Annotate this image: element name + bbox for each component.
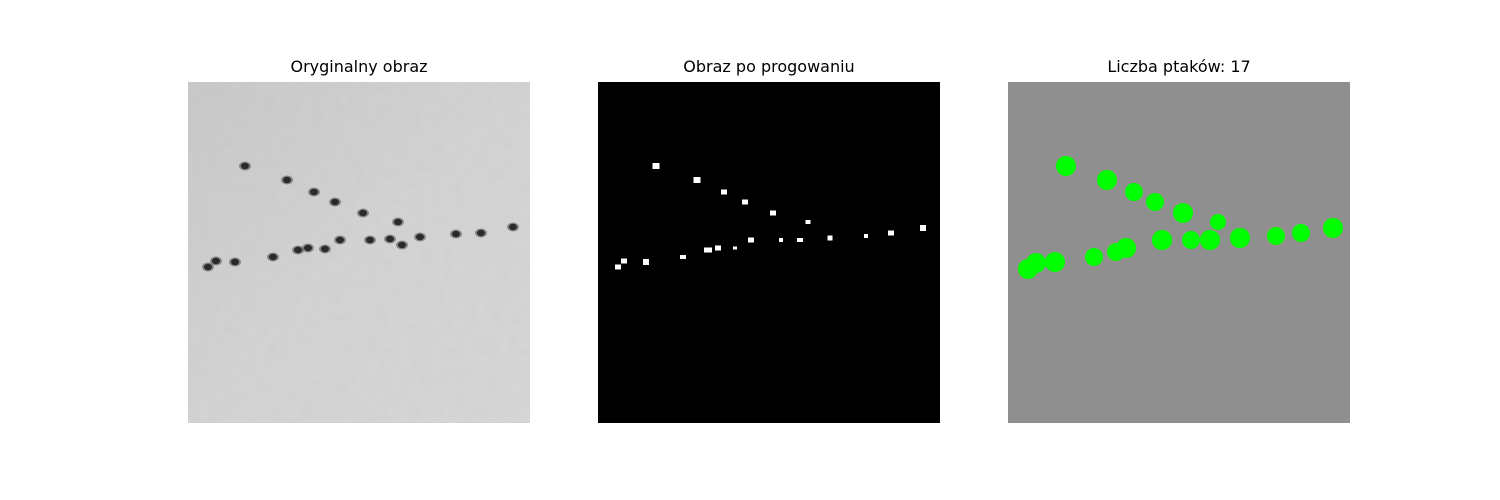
threshold-blob	[748, 237, 754, 243]
detection-dot	[1125, 183, 1143, 201]
threshold-image	[598, 82, 940, 423]
threshold-blob	[704, 247, 712, 253]
detection-dot	[1210, 214, 1226, 230]
detection-dot	[1146, 193, 1164, 211]
original-image	[188, 82, 530, 423]
bird-mark	[304, 244, 312, 252]
original-image-canvas	[188, 82, 530, 423]
threshold-blob	[864, 234, 868, 238]
threshold-image-canvas	[598, 82, 940, 423]
bird-mark	[269, 253, 277, 261]
result-image	[1008, 82, 1350, 423]
detection-dot	[1182, 231, 1200, 249]
threshold-blob	[721, 189, 727, 195]
bird-mark	[310, 188, 318, 196]
threshold-blob	[680, 255, 686, 259]
bird-mark	[452, 230, 460, 238]
bird-mark	[241, 162, 249, 170]
bird-mark	[336, 236, 344, 244]
detection-dot	[1026, 253, 1046, 273]
bird-mark	[477, 229, 485, 237]
detection-dot	[1152, 230, 1172, 250]
threshold-blob	[827, 235, 833, 241]
detection-dot	[1085, 248, 1103, 266]
threshold-blob	[805, 220, 811, 224]
threshold-blob	[742, 199, 748, 205]
bird-mark	[331, 198, 339, 206]
bird-mark	[359, 209, 367, 217]
result-image-title: Liczba ptaków: 17	[1107, 57, 1251, 76]
bird-mark	[509, 223, 517, 231]
threshold-image-title: Obraz po progowaniu	[683, 57, 855, 76]
original-image-title: Oryginalny obraz	[290, 57, 428, 76]
detection-dot	[1323, 218, 1343, 238]
threshold-blob	[733, 246, 737, 250]
bird-mark	[294, 246, 302, 254]
bird-mark	[366, 236, 374, 244]
threshold-blob	[779, 238, 783, 242]
detection-dot	[1230, 228, 1250, 248]
threshold-blob	[797, 238, 803, 242]
threshold-blob	[920, 225, 926, 231]
bird-mark	[204, 263, 212, 271]
threshold-blob	[643, 259, 649, 265]
threshold-blob	[652, 163, 660, 169]
bird-mark	[394, 218, 402, 226]
bird-mark	[283, 176, 291, 184]
bird-mark	[386, 235, 394, 243]
detection-dot	[1116, 238, 1136, 258]
detection-dot	[1173, 203, 1193, 223]
bird-mark	[321, 245, 329, 253]
detection-dot	[1267, 227, 1285, 245]
threshold-blob	[888, 230, 894, 236]
bird-mark	[398, 241, 406, 249]
detection-dot	[1045, 252, 1065, 272]
detection-dot	[1056, 156, 1076, 176]
detection-dot	[1200, 230, 1220, 250]
bird-mark	[212, 257, 220, 265]
result-image-canvas	[1008, 82, 1350, 423]
threshold-blob	[621, 258, 627, 264]
bird-mark	[416, 233, 424, 241]
detection-dot	[1292, 224, 1310, 242]
bird-mark	[231, 258, 239, 266]
threshold-blob	[693, 177, 701, 183]
threshold-blob	[770, 210, 776, 216]
detection-dot	[1097, 170, 1117, 190]
threshold-blob	[615, 264, 621, 270]
threshold-blob	[715, 245, 721, 251]
